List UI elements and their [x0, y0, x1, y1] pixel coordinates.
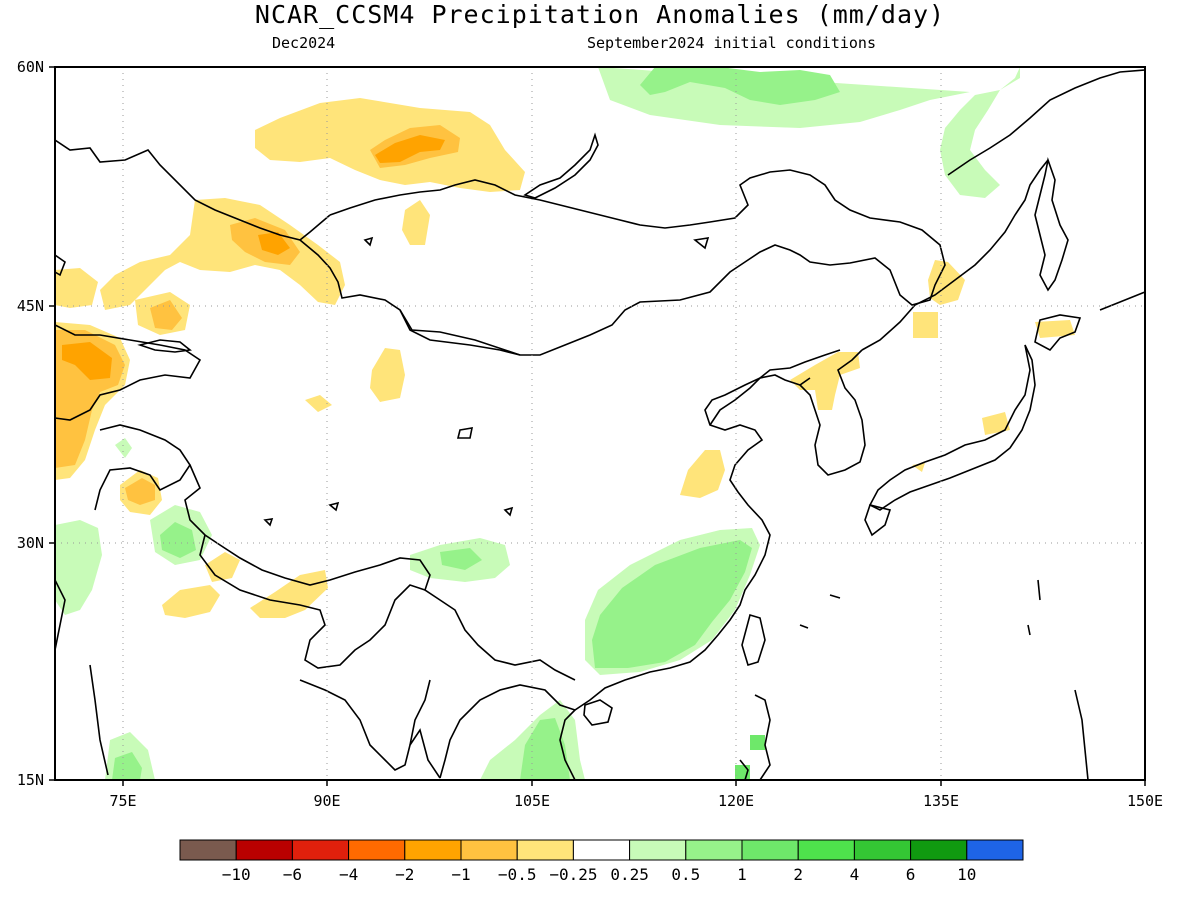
dry-anomaly-kazakh-core	[55, 300, 182, 468]
plot-frame	[54, 66, 1146, 781]
tick-marks	[49, 66, 1146, 786]
legend-swatch	[853, 839, 912, 861]
lat-tick-label: 15N	[17, 771, 44, 789]
legend-label: −0.25	[549, 865, 597, 884]
legend-label: 10	[957, 865, 976, 884]
nepal-india-border	[199, 534, 426, 669]
dry-anomaly-manchuria	[913, 260, 965, 338]
legend-swatch	[629, 839, 687, 861]
lat-tick-label: 30N	[17, 534, 44, 552]
legend-swatch	[179, 839, 237, 861]
dry-anomaly-xinjiang	[305, 348, 405, 412]
legend-label: −1	[451, 865, 470, 884]
wet-anomaly-siberia	[640, 67, 840, 105]
aral-sea	[55, 254, 66, 277]
legend-swatch	[685, 839, 743, 861]
map-title: NCAR_CCSM4 Precipitation Anomalies (mm/d…	[254, 0, 946, 29]
lon-tick-label: 150E	[1127, 792, 1163, 810]
legend-label: −4	[339, 865, 358, 884]
india-coast	[55, 579, 441, 779]
tibet-lakes	[263, 236, 710, 527]
legend-swatch	[572, 839, 631, 861]
dry-anomaly-pamir-core	[125, 478, 155, 505]
mongolia-border	[299, 214, 521, 356]
dry-anomaly-kazakhstan	[100, 198, 345, 310]
legend-label: 6	[906, 865, 916, 884]
hainan-coast	[583, 699, 613, 726]
wet-anomaly-south-china	[592, 540, 752, 668]
korea-coast	[799, 349, 866, 476]
dry-anomaly-nepal	[162, 552, 328, 618]
lat-tick-label: 45N	[17, 297, 44, 315]
initial-conditions-label: September2024 initial conditions	[587, 34, 876, 52]
dry-anomaly-korea	[790, 352, 860, 410]
legend-swatch	[460, 839, 518, 861]
central-asia-borders	[55, 324, 202, 511]
legend-swatch	[516, 839, 574, 861]
wet-anomaly-south-india-core	[112, 752, 142, 780]
kamchatka-coast	[1099, 291, 1145, 311]
legend-label: 0.25	[610, 865, 649, 884]
legend-swatch	[404, 839, 462, 861]
himalaya-border	[184, 464, 576, 681]
legend-swatch	[910, 839, 968, 861]
lon-tick-label: 135E	[923, 792, 959, 810]
legend-label: 0.5	[671, 865, 700, 884]
grid-lines	[55, 67, 1145, 780]
dry-anomaly-mongolia-west	[402, 200, 430, 245]
legend-swatch	[741, 839, 799, 861]
dry-anomaly-kazakh-strong	[62, 232, 290, 380]
legend-swatch	[291, 839, 350, 861]
japan-honshu	[868, 344, 1036, 511]
lon-tick-label: 105E	[514, 792, 550, 810]
russia-border	[55, 139, 946, 356]
lat-tick-label: 60N	[17, 58, 44, 76]
dry-anomaly-yellow-sea	[680, 450, 725, 498]
wet-anomaly-philippines	[735, 735, 765, 780]
lon-tick-label: 120E	[718, 792, 754, 810]
legend-swatch	[348, 839, 406, 861]
dry-anomaly-siberia-strong	[375, 135, 445, 163]
japan-hokkaido	[1034, 314, 1082, 352]
legend-swatch	[235, 839, 293, 861]
legend-swatch	[966, 839, 1024, 861]
lake-baikal	[523, 132, 599, 199]
far-east-coast	[861, 69, 1145, 351]
southeast-asia-coast	[439, 374, 811, 779]
legend-label: −2	[395, 865, 414, 884]
legend-label: 4	[850, 865, 860, 884]
dry-anomaly-hokkaido	[912, 320, 1075, 472]
wet-anomaly-west-india	[55, 520, 102, 615]
japan-kyushu	[864, 504, 892, 537]
lon-tick-label: 75E	[109, 792, 136, 810]
coastlines-borders	[55, 69, 1145, 780]
wet-anomaly-central-asia	[115, 438, 132, 458]
wet-anomaly-northeast	[598, 67, 1020, 198]
legend-label: −0.5	[498, 865, 537, 884]
legend-label: −6	[283, 865, 302, 884]
taiwan-coast	[741, 613, 766, 666]
sakhalin-coast	[1034, 156, 1069, 292]
color-legend: −10 −6 −4 −2 −1 −0.5 −0.25 0.25 0.5 1 2 4 6 10	[179, 839, 1024, 884]
legend-label: 1	[737, 865, 747, 884]
vietnam-coast	[559, 709, 576, 780]
bohai-coast	[709, 349, 841, 426]
ryukyu-islands	[799, 579, 1089, 780]
lon-tick-label: 90E	[313, 792, 340, 810]
wet-anomaly-tibet-core	[440, 548, 482, 570]
forecast-month: Dec2024	[272, 34, 336, 52]
legend-label: −10	[222, 865, 251, 884]
legend-swatch	[797, 839, 855, 861]
myanmar-coast	[409, 679, 431, 746]
wet-anomaly-himalaya	[160, 522, 196, 558]
lake-balkhash	[137, 339, 192, 353]
legend-label: 2	[793, 865, 803, 884]
philippines-coast	[739, 694, 771, 780]
